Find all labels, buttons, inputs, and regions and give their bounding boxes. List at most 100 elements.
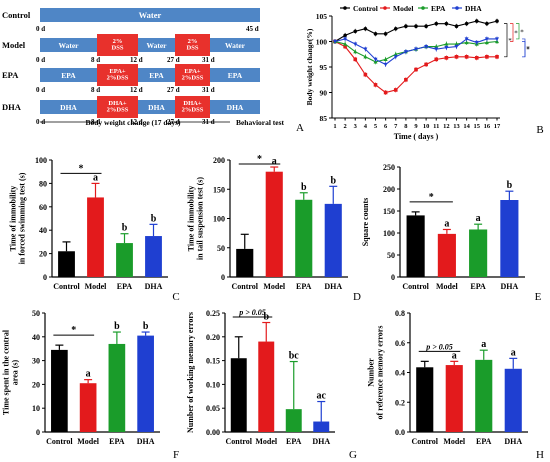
significance-bracket [504, 23, 508, 58]
y-tick-label: 0 [43, 273, 47, 282]
y-tick-label: 0.15 [206, 357, 220, 366]
treatment-block [175, 64, 210, 86]
x-tick-label: Model [77, 437, 100, 446]
data-point [444, 56, 449, 60]
x-tick-label: Model [436, 282, 459, 291]
significance-bracket [516, 23, 520, 40]
significance-star: * [520, 28, 524, 36]
significance-letter: b [330, 175, 336, 186]
x-tick-label: DHA [324, 282, 342, 291]
data-point [383, 57, 388, 61]
y-tick-label: 0 [36, 428, 40, 437]
data-point [434, 21, 439, 26]
bar [236, 248, 254, 277]
significance-star: * [526, 46, 530, 54]
significance-letter: a [481, 339, 486, 350]
significance-letter: b [507, 180, 513, 191]
y-tick-label: 200 [383, 185, 395, 194]
y-tick-label: 100 [316, 38, 328, 47]
panel-h-bar-chart: 0.0 0.2 0.4 0.6 0.8 Numberof reference memory… [367, 309, 544, 461]
significance-letter: b [122, 223, 128, 234]
timeline-bar [40, 8, 260, 22]
bar [500, 200, 519, 277]
y-tick-label: 0.0 [395, 428, 405, 437]
y-tick-label: 40 [32, 333, 40, 342]
y-tick-label: 105 [316, 12, 328, 21]
y-tick-label: 40 [39, 226, 47, 235]
x-tick-label: 4 [364, 123, 368, 130]
bar [116, 243, 133, 277]
panel-letter: B [536, 124, 543, 136]
treatment-block [97, 96, 138, 118]
bar [475, 359, 493, 432]
timeline-bar [138, 68, 175, 82]
bar [324, 203, 342, 277]
x-tick-label: EPA [296, 282, 312, 291]
data-point [393, 55, 398, 59]
data-point [404, 24, 408, 29]
data-point [464, 40, 469, 45]
x-tick-label: EPA [286, 437, 302, 446]
y-tick-label: 150 [213, 185, 225, 194]
x-tick-label: EPA [109, 437, 125, 446]
data-point [495, 55, 499, 59]
segment-label: Water [147, 41, 168, 50]
x-tick-label: 5 [374, 123, 378, 130]
panel-letter: D [353, 291, 361, 303]
day-label: 31 d [202, 56, 215, 64]
y-tick-label: 0.8 [395, 309, 405, 318]
data-point [393, 52, 398, 56]
x-tick-label: 9 [414, 123, 418, 130]
timeline-bar [210, 100, 260, 114]
significance-letter: b [151, 213, 157, 224]
significance-marker: p > 0.05 [238, 308, 266, 317]
segment-label: 2% DSS [112, 38, 124, 52]
day-label: 8 d [91, 56, 100, 64]
bar [58, 251, 75, 277]
y-axis-label: Time spent in the centralarea (s) [2, 329, 20, 415]
footer-body-weight: Body weight change (17 days) [85, 118, 181, 127]
segment-label: EPA [149, 71, 164, 80]
y-tick-label: 50 [387, 251, 395, 260]
y-axis-label: Square counts [361, 198, 370, 247]
treatment-block [97, 64, 138, 86]
data-point [495, 19, 499, 23]
data-point [343, 41, 348, 46]
data-point [464, 37, 469, 42]
data-point [454, 45, 459, 49]
significance-star: * [526, 45, 530, 53]
legend-marker [343, 6, 347, 10]
data-point [363, 54, 368, 59]
data-point [373, 83, 378, 87]
legend-label: Model [393, 4, 413, 13]
group-label: Control [2, 10, 31, 20]
data-point [393, 26, 398, 31]
x-tick-label: Control [402, 282, 429, 291]
data-point [353, 49, 358, 54]
timeline-bar [40, 38, 97, 52]
x-tick-label: 11 [433, 123, 439, 130]
data-point [383, 90, 388, 95]
x-tick-label: 14 [463, 123, 470, 130]
x-tick-label: EPA [470, 282, 486, 291]
x-tick-label: 7 [394, 123, 398, 130]
significance-letter: b [143, 321, 149, 332]
legend-marker [421, 6, 425, 10]
data-point [485, 21, 489, 26]
segment-label: EPA+ 2%DSS [182, 68, 204, 82]
y-tick-label: 60 [39, 203, 47, 212]
significance-marker: * [257, 154, 262, 165]
x-tick-label: Model [443, 437, 466, 446]
bar [51, 349, 68, 432]
day-label: 0 d [36, 56, 45, 64]
data-point [485, 55, 489, 59]
day-label: 12 d [130, 86, 143, 94]
y-axis-label: Time of immobilityin tail suspension tes… [187, 177, 205, 260]
data-point [464, 55, 469, 59]
significance-letter: b [301, 182, 307, 193]
significance-letter: a [86, 369, 91, 380]
significance-letter: a [272, 156, 277, 167]
group-label: DHA [2, 102, 22, 112]
data-point [474, 19, 479, 23]
x-tick-label: 15 [474, 123, 481, 130]
